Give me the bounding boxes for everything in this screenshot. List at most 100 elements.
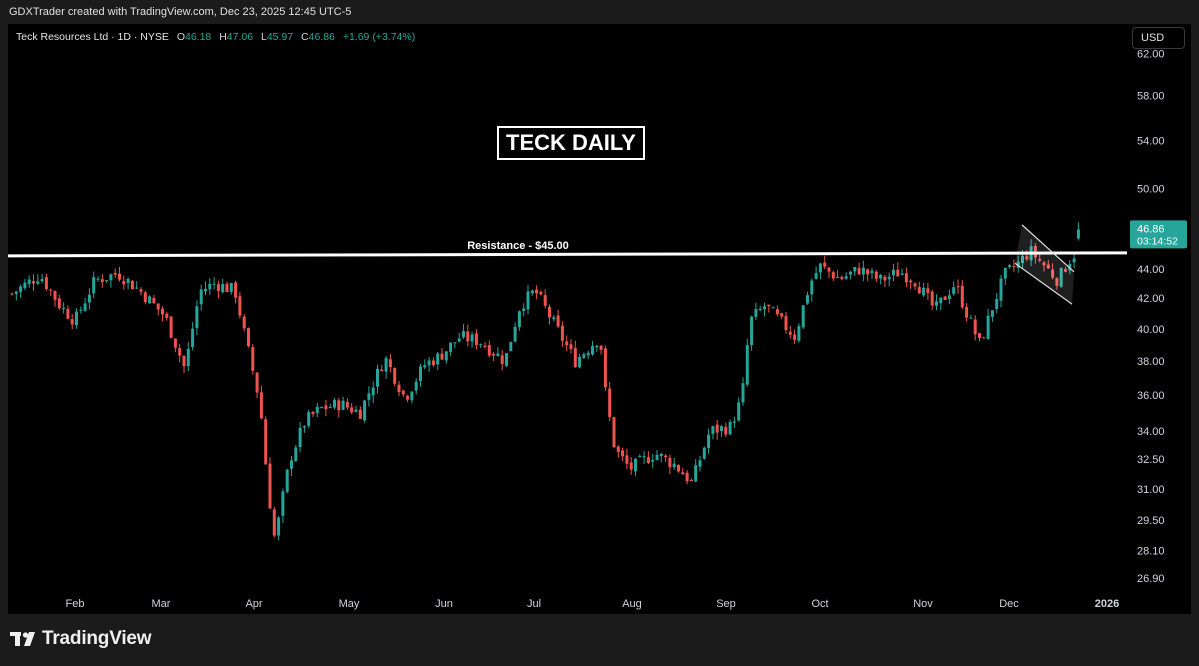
candle-body — [999, 278, 1003, 301]
candle-body — [423, 365, 427, 368]
candle-body — [879, 274, 883, 279]
candle-body — [324, 405, 328, 410]
candle-body — [844, 276, 848, 279]
tradingview-logo-icon[interactable] — [10, 629, 40, 649]
candle-body — [186, 348, 190, 367]
candle-body — [535, 289, 539, 294]
candle-body — [251, 347, 255, 371]
candle-body — [1025, 256, 1029, 260]
candle-body — [720, 426, 723, 431]
resistance-label: Resistance - $45.00 — [467, 240, 569, 252]
candle-body — [139, 289, 143, 292]
candle-body — [307, 412, 311, 426]
candle-body — [565, 341, 569, 346]
tradingview-brand[interactable]: TradingView — [42, 628, 152, 649]
candle-body — [208, 283, 212, 290]
candle-body — [814, 273, 818, 279]
candle-body — [376, 368, 379, 387]
symbol-legend: Teck Resources Ltd · 1D · NYSE O46.18 H4… — [16, 31, 415, 43]
candle-body — [715, 424, 719, 433]
candle-body — [943, 296, 947, 301]
candle-body — [922, 287, 926, 296]
candle-body — [775, 309, 779, 315]
candle-body — [900, 273, 904, 275]
candle-body — [285, 469, 289, 492]
candle-body — [969, 317, 973, 319]
candle-body — [109, 274, 113, 281]
candle-body — [935, 301, 938, 306]
x-axis-tick-label: Apr — [245, 598, 262, 610]
x-axis-tick-label: Jun — [435, 598, 453, 610]
x-axis-tick-label: Dec — [999, 598, 1019, 610]
candle-body — [105, 280, 109, 282]
chart-title-box: TECK DAILY — [497, 126, 645, 160]
candle-body — [462, 331, 465, 338]
candle-body — [427, 360, 431, 366]
candle-body — [169, 316, 173, 338]
candle-body — [281, 491, 285, 516]
x-axis-tick-label: Jul — [527, 598, 541, 610]
candle-body — [578, 356, 582, 368]
candle-body — [298, 427, 302, 448]
candle-body — [1055, 278, 1059, 286]
x-axis-tick-label: May — [339, 598, 360, 610]
candle-body — [221, 284, 225, 293]
candle-body — [591, 346, 594, 355]
candle-body — [646, 457, 650, 464]
candle-body — [1038, 258, 1042, 261]
candle-body — [92, 277, 96, 294]
candle-body — [750, 316, 754, 346]
candle-body — [32, 281, 35, 284]
candle-body — [492, 353, 496, 356]
candle-body — [380, 369, 384, 372]
candle-body — [556, 315, 560, 327]
candle-body — [333, 399, 336, 408]
resistance-line — [7, 251, 1128, 258]
candle-body — [642, 456, 646, 458]
candle-body — [517, 311, 521, 328]
candle-body — [552, 317, 556, 320]
candle-body — [965, 307, 969, 318]
candle-body — [350, 407, 354, 413]
candle-body — [909, 280, 913, 283]
currency-button[interactable]: USD — [1132, 27, 1185, 49]
candle-body — [277, 517, 281, 536]
candle-body — [818, 263, 822, 273]
candle-body — [655, 454, 659, 460]
chart-area[interactable] — [8, 24, 1191, 614]
price-chart[interactable]: 62.00 58.00 54.00 50.00 44.00 42.00 40.00 38.00… — [0, 0, 1199, 614]
candle-body — [978, 333, 981, 338]
y-axis-tick-label: 34.00 — [1137, 426, 1165, 438]
candle-body — [586, 352, 590, 356]
candle-body — [401, 390, 405, 395]
candle-body — [677, 465, 680, 472]
candle-body — [849, 271, 852, 275]
candle-body — [1012, 265, 1016, 267]
candle-body — [118, 273, 121, 280]
candle-body — [986, 315, 990, 339]
candle-body — [135, 287, 139, 289]
candle-body — [290, 460, 293, 469]
candle-body — [234, 282, 238, 298]
candle-body — [952, 287, 956, 294]
high-value: 47.06 — [226, 31, 254, 43]
candle-body — [621, 450, 625, 457]
candle-body — [1008, 265, 1012, 267]
candle-body — [406, 395, 410, 400]
candle-body — [496, 353, 500, 356]
y-axis-tick-label: 31.00 — [1137, 484, 1165, 496]
y-axis-tick-label: 36.00 — [1137, 390, 1165, 402]
candle-body — [410, 391, 414, 401]
candle-body — [75, 311, 78, 326]
top-bar: GDXTrader created with TradingView.com, … — [0, 0, 1199, 24]
candle-body — [926, 288, 930, 293]
candle-body — [36, 281, 40, 284]
candle-body — [431, 360, 435, 366]
candle-body — [836, 276, 840, 278]
candle-body — [229, 283, 233, 292]
candle-body — [758, 308, 762, 310]
candle-body — [913, 283, 917, 287]
candle-body — [797, 326, 801, 341]
candle-body — [255, 372, 259, 393]
candle-body — [156, 303, 160, 310]
